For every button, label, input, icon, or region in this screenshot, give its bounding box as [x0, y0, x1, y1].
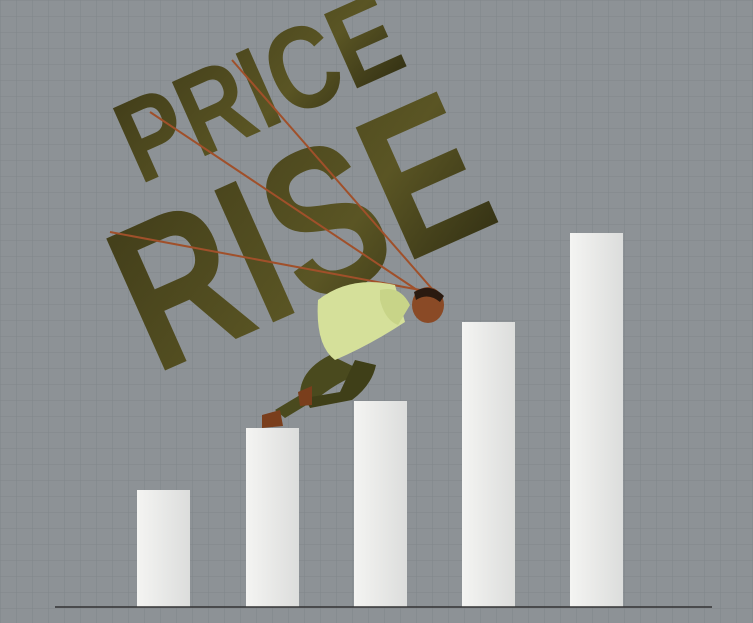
ropes — [109, 59, 441, 301]
bar — [354, 401, 407, 607]
figure — [262, 282, 444, 428]
bar — [246, 428, 299, 607]
bar — [570, 233, 623, 607]
bar — [462, 322, 515, 607]
bars — [137, 233, 623, 607]
bar — [137, 490, 190, 607]
